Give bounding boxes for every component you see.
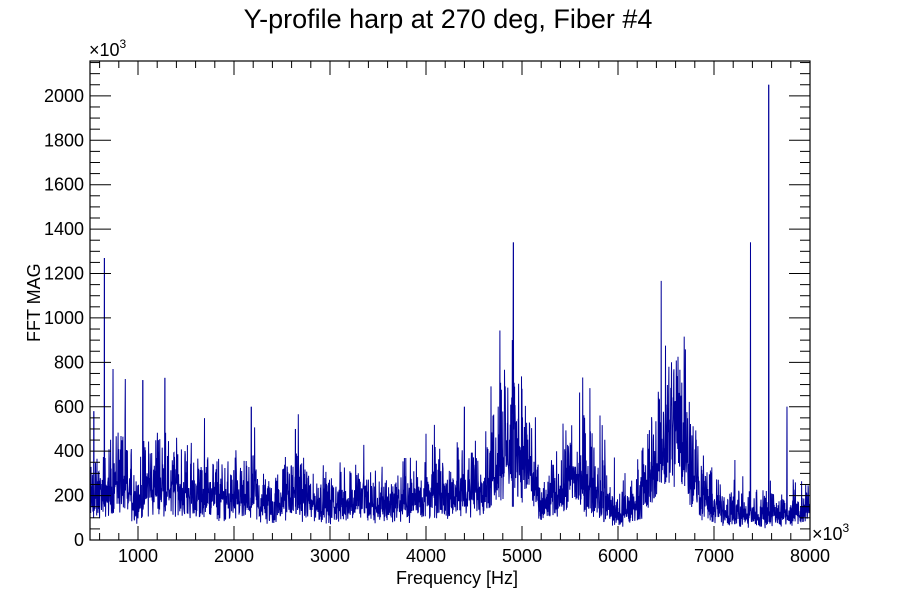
x-tick-label: 3000 — [310, 546, 350, 566]
plot-frame — [89, 60, 811, 541]
y-tick-label: 1000 — [44, 308, 84, 328]
x-tick-label: 6000 — [598, 546, 638, 566]
x-tick-label: 4000 — [406, 546, 446, 566]
x-tick-label: 8000 — [790, 546, 830, 566]
x-tick-label: 2000 — [214, 546, 254, 566]
y-tick-label: 1200 — [44, 264, 84, 284]
y-tick-label: 0 — [74, 530, 84, 550]
y-multiplier: ×103 — [89, 37, 127, 60]
x-axis-label: Frequency [Hz] — [396, 568, 518, 588]
y-tick-label: 200 — [54, 486, 84, 506]
chart-title: Y-profile harp at 270 deg, Fiber #4 — [244, 4, 653, 34]
series-line — [89, 84, 811, 529]
y-tick-label: 1800 — [44, 130, 84, 150]
y-multiplier-exp: 3 — [120, 37, 127, 51]
x-multiplier: ×103 — [812, 521, 850, 544]
y-tick-label: 1400 — [44, 219, 84, 239]
x-axis: 1000 2000 3000 4000 5000 6000 7000 8000 — [99, 61, 830, 566]
y-tick-label: 800 — [54, 352, 84, 372]
x-multiplier-base: ×10 — [812, 524, 843, 544]
y-axis: 0 200 400 600 800 1000 1200 1400 1600 1800 2000 — [44, 62, 810, 550]
x-multiplier-exp: 3 — [843, 521, 850, 535]
x-tick-label: 1000 — [118, 546, 158, 566]
x-tick-label: 7000 — [694, 546, 734, 566]
y-multiplier-base: ×10 — [89, 40, 120, 60]
y-tick-label: 1600 — [44, 175, 84, 195]
y-tick-label: 400 — [54, 441, 84, 461]
y-tick-label: 2000 — [44, 86, 84, 106]
y-tick-label: 600 — [54, 397, 84, 417]
x-tick-label: 5000 — [502, 546, 542, 566]
y-axis-label: FFT MAG — [24, 263, 44, 342]
